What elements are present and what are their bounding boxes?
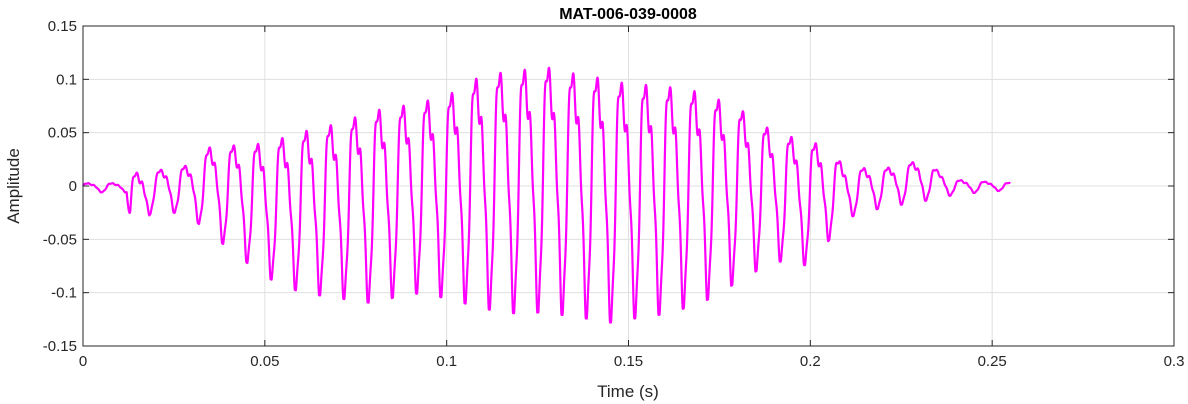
- x-tick-label: 0.1: [436, 353, 457, 370]
- chart-title: MAT-006-039-0008: [559, 6, 697, 23]
- x-tick-label: 0.2: [800, 353, 821, 370]
- x-tick-label: 0.3: [1164, 353, 1185, 370]
- waveform-line: [82, 66, 1012, 324]
- y-tick-label: -0.15: [43, 338, 77, 355]
- y-tick-label: 0.1: [56, 71, 77, 88]
- x-tick-label: 0.25: [978, 353, 1007, 370]
- x-tick-label: 0: [79, 353, 87, 370]
- y-tick-label: 0: [69, 178, 77, 195]
- y-tick-label: -0.1: [51, 285, 77, 302]
- axis-ticks: 0 0.05 0.1 0.15 0.2 0.25 0.3 0.15 0.1 0.05 0 -0.05 -…: [43, 18, 1185, 370]
- y-tick-label: 0.05: [48, 125, 77, 142]
- x-tick-label: 0.05: [250, 353, 279, 370]
- x-axis-label: Time (s): [597, 382, 659, 401]
- y-tick-label: -0.05: [43, 231, 77, 248]
- x-tick-label: 0.15: [614, 353, 643, 370]
- y-axis-label: Amplitude: [4, 148, 23, 224]
- y-tick-label: 0.15: [48, 18, 77, 35]
